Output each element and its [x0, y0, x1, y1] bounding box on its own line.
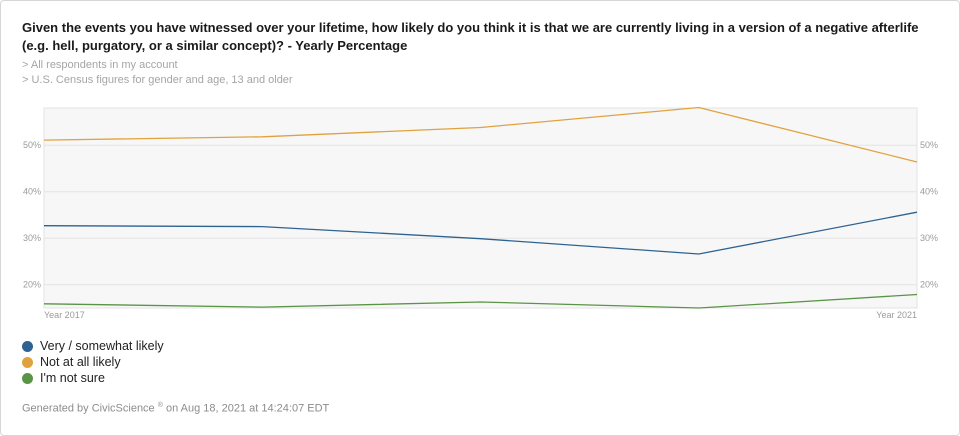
- y-tick-label-left: 40%: [23, 187, 41, 197]
- filters: > All respondents in my account > U.S. C…: [22, 58, 293, 88]
- legend-label: Not at all likely: [40, 355, 121, 369]
- plot-area: [43, 107, 918, 309]
- x-tick-label-end: Year 2021: [876, 310, 917, 320]
- y-tick-label-right: 30%: [920, 233, 938, 243]
- legend-swatch: [22, 372, 33, 384]
- legend: Very / somewhat likely Not at all likely…: [22, 338, 164, 386]
- legend-item-not-at-all-likely[interactable]: Not at all likely: [22, 354, 164, 370]
- legend-item-not-sure[interactable]: I'm not sure: [22, 370, 164, 386]
- y-tick-label-left: 30%: [23, 233, 41, 243]
- y-tick-label-right: 20%: [920, 280, 938, 290]
- y-tick-label-left: 50%: [23, 140, 41, 150]
- y-tick-label-right: 50%: [920, 140, 938, 150]
- series-line-2: [43, 293, 918, 309]
- legend-swatch: [22, 340, 33, 352]
- footer-generated-by: Generated by CivicScience ® on Aug 18, 2…: [22, 402, 329, 415]
- series-line-0: [43, 211, 918, 255]
- footer-prefix: Generated by CivicScience: [22, 402, 155, 415]
- registered-mark: ®: [157, 402, 163, 409]
- y-tick-label-left: 20%: [23, 280, 41, 290]
- y-tick-label-right: 40%: [920, 187, 938, 197]
- legend-item-very-somewhat-likely[interactable]: Very / somewhat likely: [22, 338, 164, 354]
- chart-title: Given the events you have witnessed over…: [22, 20, 919, 53]
- filter-census-weighting[interactable]: > U.S. Census figures for gender and age…: [22, 74, 293, 86]
- legend-label: I'm not sure: [40, 371, 105, 385]
- filter-all-respondents[interactable]: > All respondents in my account: [22, 59, 178, 71]
- line-chart: 20% 20% 30% 30% 40% 40% 50% 50% Year 2017 Year 20…: [23, 106, 938, 320]
- series-line-1: [43, 106, 918, 163]
- legend-label: Very / somewhat likely: [40, 339, 164, 353]
- legend-swatch: [22, 356, 33, 368]
- footer-suffix: on Aug 18, 2021 at 14:24:07 EDT: [162, 402, 330, 415]
- x-tick-label-start: Year 2017: [44, 310, 85, 320]
